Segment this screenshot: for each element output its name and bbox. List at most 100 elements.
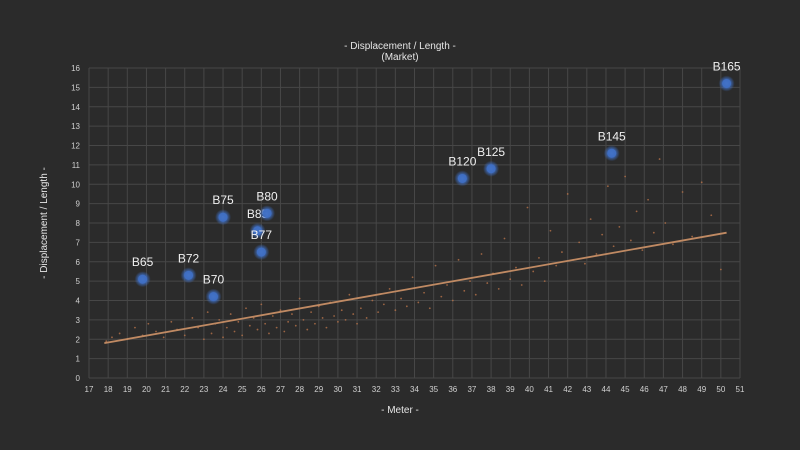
x-tick-label: 39 — [506, 385, 515, 394]
x-tick-label: 18 — [104, 385, 113, 394]
highlight-point-label: B65 — [132, 255, 154, 269]
market-point — [206, 311, 209, 314]
market-point — [256, 328, 259, 331]
market-point — [555, 264, 558, 267]
x-tick-label: 49 — [697, 385, 706, 394]
y-tick-label: 8 — [76, 219, 81, 228]
market-point — [405, 305, 408, 308]
y-tick-label: 14 — [71, 103, 80, 112]
market-point — [566, 193, 569, 195]
market-point — [520, 284, 523, 286]
highlight-point-label: B75 — [212, 193, 234, 207]
market-point — [719, 268, 722, 271]
market-point — [344, 318, 347, 321]
market-point — [264, 322, 267, 325]
market-point — [333, 315, 335, 317]
market-point — [105, 340, 108, 343]
highlight-point — [457, 173, 467, 183]
market-point — [681, 191, 684, 193]
trendline-layer — [104, 231, 727, 345]
x-tick-label: 38 — [487, 385, 496, 394]
market-point — [589, 218, 592, 221]
market-point — [348, 293, 351, 296]
tick-labels: 17 18 19 20 21 22 23 24 25 26 27 28 29 30 31 32 33 34 35 36… — [71, 64, 745, 394]
x-tick-label: 45 — [621, 385, 630, 394]
market-point — [183, 334, 186, 337]
x-tick-label: 19 — [123, 385, 132, 394]
highlight-point-label: B72 — [178, 251, 200, 265]
y-tick-label: 6 — [76, 258, 81, 267]
x-tick-label: 29 — [314, 385, 323, 394]
market-point — [584, 262, 586, 265]
x-tick-label: 22 — [180, 385, 189, 394]
market-point — [294, 324, 297, 327]
market-point — [543, 280, 546, 283]
highlight-point — [218, 212, 228, 222]
x-tick-label: 41 — [544, 385, 553, 394]
market-point — [134, 326, 136, 329]
market-point — [503, 237, 506, 240]
market-point — [291, 313, 293, 315]
highlight-point-label: B125 — [477, 145, 505, 159]
x-tick-label: 33 — [391, 385, 400, 394]
y-tick-label: 16 — [71, 64, 80, 73]
market-point — [210, 332, 213, 335]
market-point — [237, 320, 240, 323]
market-point — [314, 322, 316, 325]
market-points — [105, 158, 722, 343]
market-point — [260, 303, 263, 306]
market-point — [457, 258, 460, 261]
market-point — [474, 293, 477, 296]
market-point — [526, 206, 529, 209]
market-point — [612, 245, 615, 248]
market-point — [538, 256, 540, 259]
x-tick-label: 27 — [276, 385, 285, 394]
market-point — [578, 241, 581, 244]
highlight-point — [607, 148, 617, 158]
market-point — [325, 326, 328, 329]
highlight-point — [184, 270, 194, 280]
highlight-point-label: B80 — [256, 189, 278, 203]
highlight-point-label: B145 — [598, 129, 626, 143]
market-point — [451, 299, 454, 302]
market-point — [155, 330, 157, 333]
x-tick-label: 46 — [640, 385, 649, 394]
y-tick-label: 0 — [76, 374, 81, 383]
grid — [88, 67, 741, 379]
market-point — [279, 309, 282, 312]
market-point — [271, 315, 274, 317]
market-point — [371, 299, 374, 302]
highlight-point — [486, 164, 496, 174]
market-point — [170, 320, 173, 323]
x-tick-label: 24 — [219, 385, 228, 394]
market-point — [245, 307, 247, 310]
trendline — [104, 231, 727, 345]
x-tick-label: 42 — [563, 385, 572, 394]
market-point — [268, 332, 270, 335]
market-point — [388, 287, 391, 290]
market-point — [275, 326, 278, 329]
market-point — [233, 330, 236, 333]
market-point — [340, 309, 343, 312]
market-point — [382, 303, 385, 306]
market-point — [321, 317, 324, 319]
market-point — [417, 301, 420, 304]
x-tick-label: 34 — [410, 385, 419, 394]
highlight-point — [262, 208, 272, 218]
market-point — [595, 253, 598, 255]
market-point — [287, 320, 290, 323]
x-tick-label: 40 — [525, 385, 534, 394]
x-tick-label: 28 — [295, 385, 304, 394]
market-point — [283, 330, 286, 333]
market-point — [635, 210, 638, 213]
market-point — [664, 222, 667, 224]
x-tick-label: 20 — [142, 385, 151, 394]
x-tick-label: 36 — [448, 385, 457, 394]
market-point — [248, 324, 251, 327]
highlight-point — [722, 79, 732, 88]
market-point — [229, 313, 232, 315]
chart-title: - Displacement / Length - — [344, 41, 456, 52]
market-point — [606, 185, 609, 188]
market-point — [241, 334, 244, 337]
